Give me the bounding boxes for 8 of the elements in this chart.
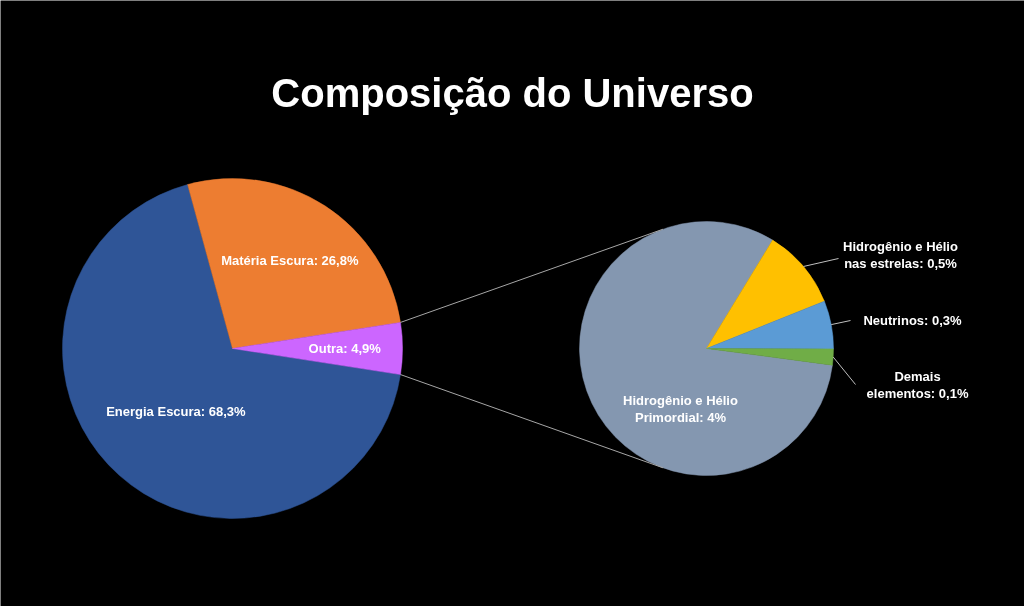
slice-label: Demais elementos: 0,1% — [866, 368, 969, 401]
slice-label: Hidrogênio e Hélio nas estrelas: 0,5% — [843, 238, 958, 271]
text: Composição do Universo — [271, 70, 754, 115]
slice-label: Outra: 4,9% — [308, 341, 382, 356]
slice-label: Neutrinos: 0,3% — [863, 313, 963, 328]
slice-label: Hidrogênio e Hélio Primordial: 4% — [623, 392, 738, 425]
slice-label: Matéria Escura: 26,8% — [221, 252, 359, 268]
slice-label: Energia Escura: 68,3% — [106, 404, 247, 420]
